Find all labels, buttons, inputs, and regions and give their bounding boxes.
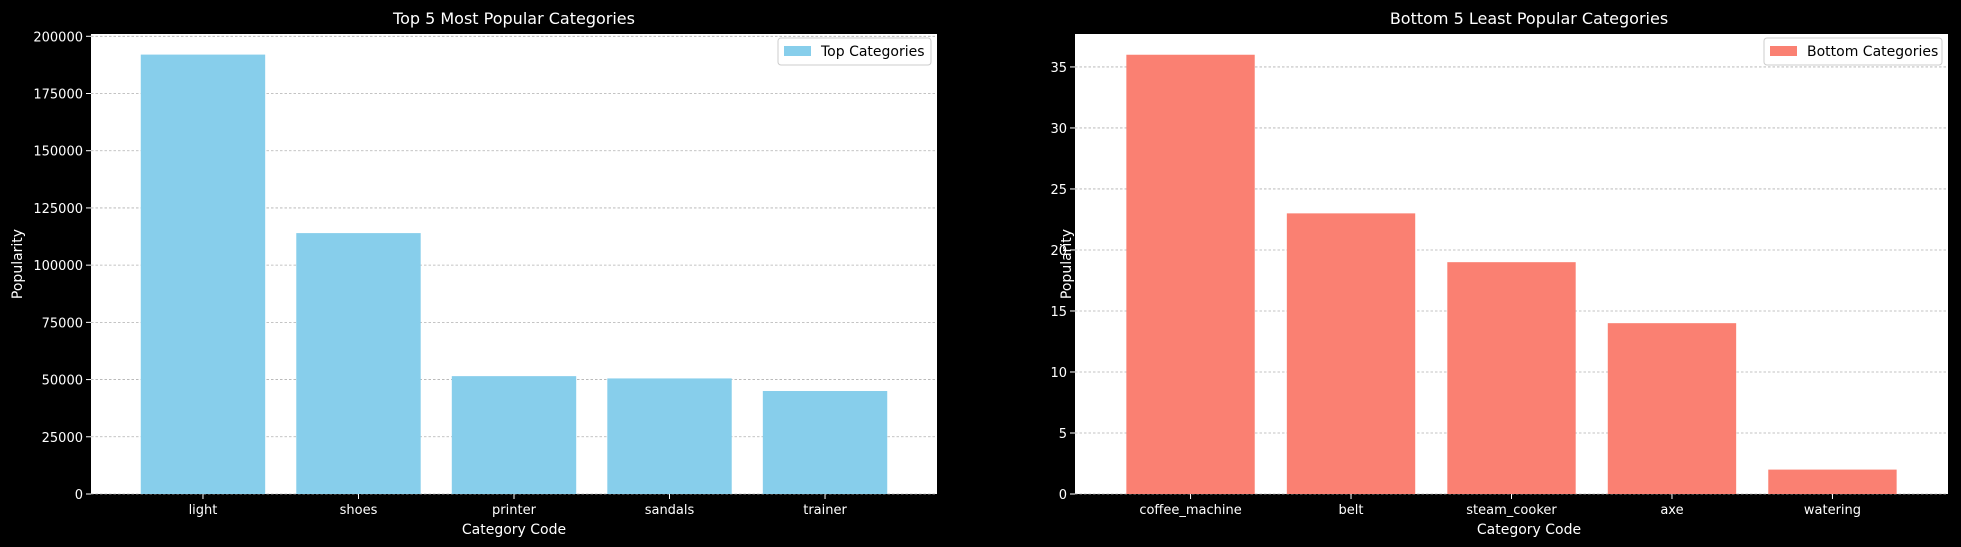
bottom-chart-y-axis-label: Popularity	[1059, 229, 1075, 299]
bottom-chart-x-axis-ticks: coffee_machine belt steam_cooker axe waterin…	[1139, 494, 1861, 518]
top-chart-title: Top 5 Most Popular Categories	[392, 9, 635, 28]
bottom-chart-x-tick-label: coffee_machine	[1139, 503, 1241, 518]
bottom-chart-y-tick-label: 25	[1050, 183, 1067, 198]
bottom-chart-y-tick-label: 30	[1050, 122, 1067, 137]
top-chart-y-tick-label: 75000	[42, 316, 83, 331]
top-chart-x-axis-ticks: light shoes printer sandals trainer	[189, 494, 847, 518]
bottom-chart-bar-axe	[1607, 323, 1737, 494]
bottom-chart-y-tick-label: 35	[1050, 61, 1067, 76]
bottom-chart-bar-watering	[1768, 469, 1897, 494]
top-chart-x-axis-label: Category Code	[462, 522, 566, 538]
bottom-chart-legend-label: Bottom Categories	[1807, 44, 1938, 60]
bottom-chart-y-tick-label: 0	[1059, 488, 1067, 503]
top-chart-x-tick-label: trainer	[803, 503, 847, 518]
bottom-chart-x-tick-label: watering	[1804, 503, 1861, 518]
top-chart-bars	[140, 54, 888, 494]
bottom-chart-legend: Bottom Categories	[1763, 37, 1943, 66]
top-chart-y-tick-label: 200000	[33, 30, 83, 45]
top-chart-y-tick-label: 100000	[33, 259, 83, 274]
bottom-chart-y-tick-label: 15	[1050, 305, 1067, 320]
top-chart-legend-label: Top Categories	[820, 44, 925, 60]
top-chart-y-tick-label: 25000	[42, 431, 83, 446]
top-chart-y-tick-label: 150000	[33, 145, 83, 160]
bottom-chart-y-tick-label: 20	[1050, 244, 1067, 259]
top-chart-y-tick-label: 125000	[33, 202, 83, 217]
top-chart-bar-sandals	[607, 378, 732, 494]
bottom-chart-y-axis-ticks: 0 5 10 15 20 25 30 35	[1050, 61, 1075, 503]
top-chart-x-tick-label: shoes	[340, 503, 378, 518]
top-chart-y-tick-label: 50000	[42, 374, 83, 389]
top-chart-y-tick-label: 175000	[33, 88, 83, 103]
bottom-chart-x-tick-label: steam_cooker	[1466, 503, 1557, 518]
top-chart-legend: Top Categories	[777, 37, 932, 66]
top-chart-legend-box	[777, 37, 932, 66]
top-chart-x-tick-label: sandals	[645, 503, 695, 518]
top-chart-x-tick-label: light	[189, 503, 218, 518]
bottom-chart-legend-box	[1763, 37, 1943, 66]
bottom-chart-bar-coffee_machine	[1126, 54, 1255, 494]
bottom-chart-bars	[1126, 54, 1897, 494]
top-chart-y-axis-ticks: 0 25000 50000 75000 100000 125000 150000 175000…	[33, 30, 91, 503]
top-chart-bar-printer	[451, 376, 577, 494]
bottom-chart-bar-belt	[1286, 213, 1416, 494]
bottom-chart-y-tick-label: 10	[1050, 366, 1067, 381]
top-chart-bar-shoes	[296, 233, 421, 494]
bottom-chart-x-axis-label: Category Code	[1477, 522, 1581, 538]
bottom-chart-y-tick-label: 5	[1059, 427, 1067, 442]
top-chart-x-tick-label: printer	[492, 503, 537, 518]
bottom-chart-title: Bottom 5 Least Popular Categories	[1390, 9, 1668, 28]
top-chart-legend-swatch	[784, 46, 811, 56]
bottom-chart-x-tick-label: axe	[1660, 503, 1683, 518]
top-categories-chart: Top 5 Most Popular Categories 0 25000 5000…	[10, 9, 937, 538]
bottom-categories-chart: Bottom 5 Least Popular Categories 0 5 10 15…	[1050, 9, 1948, 538]
top-chart-bar-trainer	[762, 391, 888, 494]
bottom-chart-bar-steam_cooker	[1447, 262, 1576, 494]
top-chart-y-tick-label: 0	[75, 488, 83, 503]
top-chart-y-axis-label: Popularity	[10, 229, 26, 299]
top-chart-bar-light	[140, 54, 266, 494]
bottom-chart-x-tick-label: belt	[1339, 503, 1364, 518]
bottom-chart-legend-swatch	[1770, 46, 1797, 56]
